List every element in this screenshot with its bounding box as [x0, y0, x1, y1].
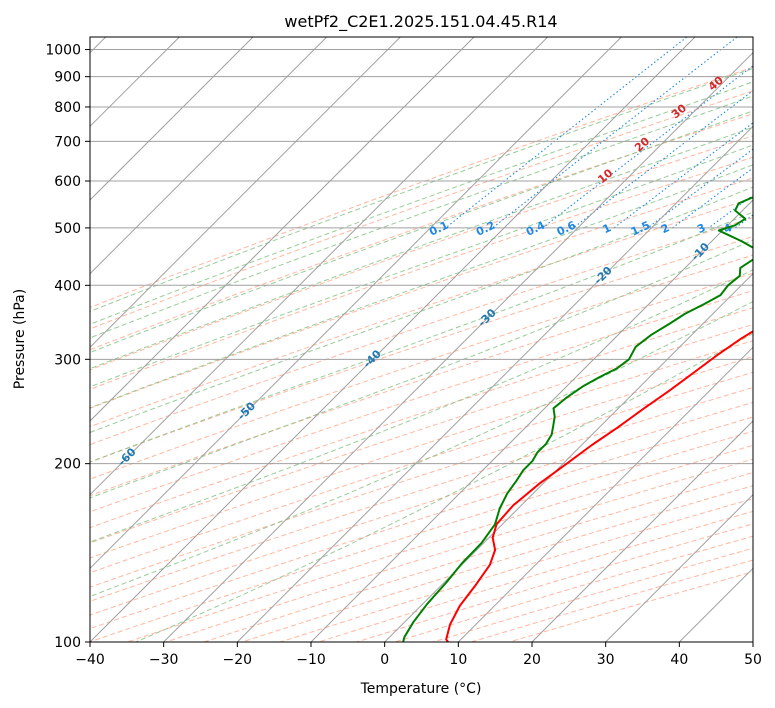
isotherm-line [457, 346, 753, 642]
y-tick-label: 200 [54, 457, 81, 473]
isotherm-line [236, 125, 753, 642]
moist-adiabat [90, 211, 753, 463]
dry-adiabat [90, 323, 753, 544]
dry-adiabat [90, 66, 753, 309]
temperature-profile-line [445, 330, 753, 642]
y-tick-label: 400 [54, 278, 81, 294]
x-tick-label: 10 [449, 652, 467, 668]
pressure-gridlines [90, 49, 753, 642]
dry-adiabat [90, 177, 753, 409]
y-tick-label: 300 [54, 352, 81, 368]
moist-adiabat [90, 300, 753, 597]
y-tick-label: 900 [54, 70, 81, 86]
x-axis: −40 −30 −20 −10 0 10 20 30 40 50 [75, 642, 762, 668]
dry-adiabat [90, 254, 753, 480]
isotherm-line [90, 37, 475, 422]
dry-adiabat [90, 307, 753, 529]
y-tick-label: 700 [54, 134, 81, 150]
x-tick-label: −30 [149, 652, 179, 668]
mixing-ratio-line [542, 65, 753, 229]
x-tick-label: 30 [597, 652, 615, 668]
x-tick-label: 40 [670, 652, 688, 668]
profile-series [402, 196, 753, 642]
y-tick-label: 1000 [45, 43, 81, 59]
isotherm-line [163, 51, 753, 642]
dry-adiabat [90, 113, 753, 351]
isotherm-line [310, 199, 753, 642]
plot-frame [89, 36, 754, 643]
dry-adiabat [90, 156, 753, 390]
isotherm-line [90, 37, 254, 201]
isotherm-line [384, 272, 753, 642]
dry-adiabat [90, 340, 753, 559]
dry-adiabat [90, 290, 753, 513]
y-axis: 100 200 300 400 500 600 700 800 900 1000 [45, 43, 90, 651]
x-axis-title: Temperature (°C) [360, 681, 482, 697]
x-tick-label: −40 [75, 652, 105, 668]
isotherm-line [90, 37, 622, 570]
x-tick-label: 0 [380, 652, 389, 668]
dry-adiabat [90, 371, 753, 588]
y-axis-title: Pressure (hPa) [12, 289, 28, 389]
isotherm-line [531, 420, 753, 642]
isotherm-line [605, 493, 753, 642]
chart-title: wetPf2_C2E1.2025.151.04.45.R14 [284, 12, 557, 32]
isotherm-line [90, 37, 549, 496]
x-tick-label: −20 [223, 652, 253, 668]
y-tick-label: 600 [54, 174, 81, 190]
dry-adiabat [90, 272, 753, 497]
moist-adiabat [90, 164, 753, 409]
dry-adiabats [90, 66, 753, 642]
moist-adiabats [90, 67, 753, 642]
mixing-ratio-line [672, 167, 753, 229]
dewpoint-profile-line [402, 196, 753, 642]
y-tick-label: 100 [54, 635, 81, 651]
skewed-isotherms [90, 37, 753, 642]
isotherm-line [90, 37, 328, 275]
dry-adiabat [90, 356, 753, 574]
moist-adiabat [90, 186, 753, 434]
moist-adiabat [90, 269, 753, 543]
moist-adiabat [90, 239, 753, 499]
x-tick-label: −10 [296, 652, 326, 668]
isotherm-line [90, 37, 401, 349]
y-tick-label: 800 [54, 100, 81, 116]
x-tick-label: 50 [744, 652, 762, 668]
x-tick-label: 20 [523, 652, 541, 668]
dry-adiabat [90, 386, 753, 602]
isotherm-line [90, 37, 696, 642]
y-tick-label: 500 [54, 221, 81, 237]
mixing-ratio-line [572, 90, 753, 229]
